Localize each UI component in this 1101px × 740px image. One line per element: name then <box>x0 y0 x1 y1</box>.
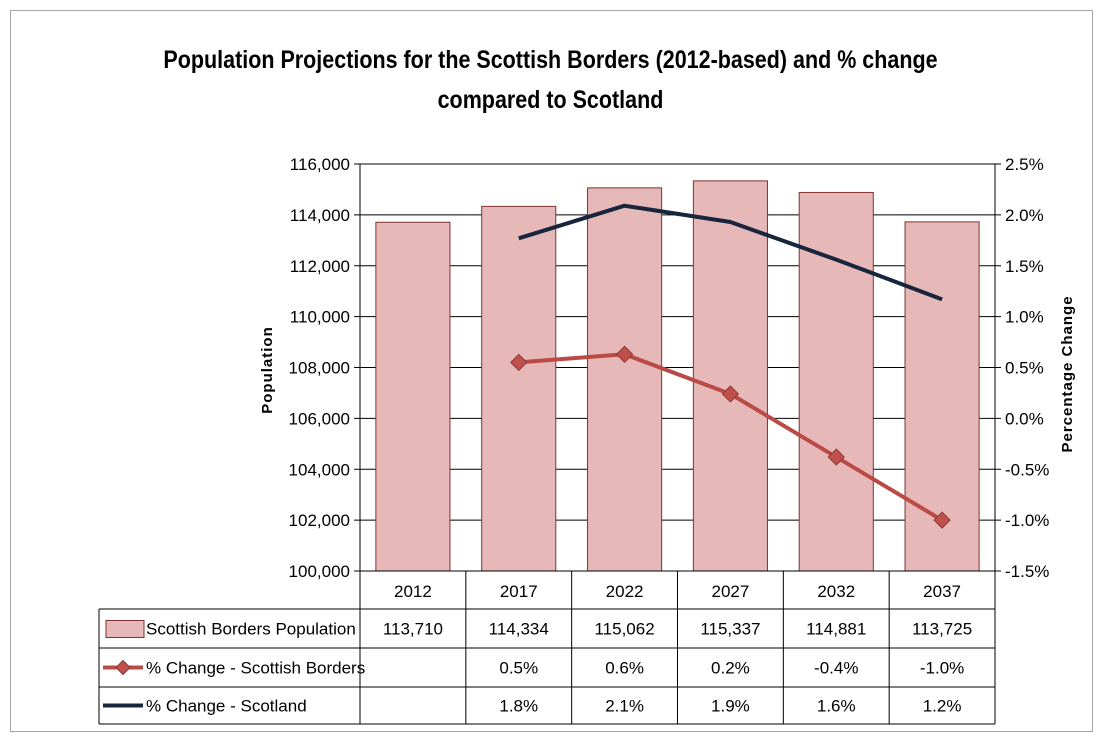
y-tick-label: 106,000 <box>289 409 350 428</box>
point-change-scottish-borders <box>827 448 845 466</box>
data-label: 2.1% <box>605 697 644 716</box>
chart-title-line-1: Population Projections for the Scottish … <box>163 46 938 74</box>
data-table: 2012 2017 2022 2027 2032 2037 Scottish Borders… <box>98 570 996 725</box>
y-tick-label: 116,000 <box>290 155 350 174</box>
y-tick-label: 110,000 <box>290 308 350 327</box>
chart-title-line-2: compared to Scotland <box>437 86 664 114</box>
point-change-scottish-borders <box>933 511 951 529</box>
data-label: 113,710 <box>383 620 443 639</box>
y-tick-label: 108,000 <box>289 359 350 378</box>
y2-tick-label: 1.0% <box>1005 308 1044 327</box>
x-tick-label: 2032 <box>817 582 855 601</box>
y-axis-label: Population <box>259 326 276 414</box>
legend-label: % Change - Scottish Borders <box>146 659 365 678</box>
legend-key-bar <box>105 620 145 638</box>
bar-2032 <box>798 191 874 572</box>
data-label: 1.6% <box>817 697 856 716</box>
data-label: 1.2% <box>923 697 962 716</box>
data-label: 0.6% <box>605 659 644 678</box>
legend-label: Scottish Borders Population <box>146 620 356 639</box>
point-change-scottish-borders <box>721 385 740 403</box>
data-label: 1.9% <box>711 697 750 716</box>
x-tick-label: 2027 <box>712 582 750 601</box>
data-label: 114,334 <box>489 620 549 639</box>
y-tick-label: 100,000 <box>289 562 350 581</box>
point-change-scottish-borders <box>510 353 528 372</box>
y2-tick-label: 2.5% <box>1005 155 1044 174</box>
gridlines <box>360 163 995 521</box>
y2-tick-label: 0.5% <box>1005 359 1044 378</box>
data-label: 114,881 <box>806 620 866 639</box>
y-tick-label: 104,000 <box>289 460 350 479</box>
bar-2027 <box>692 180 768 572</box>
bar-2017 <box>481 205 557 572</box>
x-tick-label: 2037 <box>923 582 961 601</box>
data-label: 115,062 <box>594 620 654 639</box>
x-tick-label: 2022 <box>606 582 644 601</box>
data-label: 1.8% <box>499 697 538 716</box>
data-label: 0.5% <box>499 659 538 678</box>
line-change-scotland <box>518 203 943 302</box>
y-tick-label: 114,000 <box>290 206 350 225</box>
data-label: -0.4% <box>814 659 858 678</box>
data-label: 0.2% <box>711 659 750 678</box>
population-bars <box>375 180 980 572</box>
point-change-scottish-borders <box>615 345 634 363</box>
bar-2012 <box>375 221 451 572</box>
data-label: -1.0% <box>920 659 964 678</box>
x-tick-label: 2017 <box>500 582 538 601</box>
y-tick-label: 102,000 <box>289 511 350 530</box>
change-lines <box>510 203 951 529</box>
y-tick-label: 112,000 <box>290 257 350 276</box>
y2-axis-label: Percentage Change <box>1059 295 1076 452</box>
data-label: 115,337 <box>700 620 760 639</box>
y2-tick-label: 0.0% <box>1005 409 1044 428</box>
y2-tick-label: -1.5% <box>1005 562 1049 581</box>
legend-label: % Change - Scotland <box>146 697 307 716</box>
axes: 100,000 102,000 104,000 106,000 108,000 110,0… <box>289 155 1050 581</box>
y2-tick-label: 1.5% <box>1005 257 1044 276</box>
data-label: 113,725 <box>912 620 972 639</box>
x-tick-label: 2012 <box>394 582 432 601</box>
y2-tick-label: 2.0% <box>1005 206 1044 225</box>
y2-tick-label: -1.0% <box>1005 511 1049 530</box>
y2-tick-label: -0.5% <box>1005 460 1049 479</box>
chart-title: Population Projections for the Scottish … <box>77 40 1024 120</box>
legend-key-marker <box>115 659 131 676</box>
bar-2022 <box>587 187 663 572</box>
